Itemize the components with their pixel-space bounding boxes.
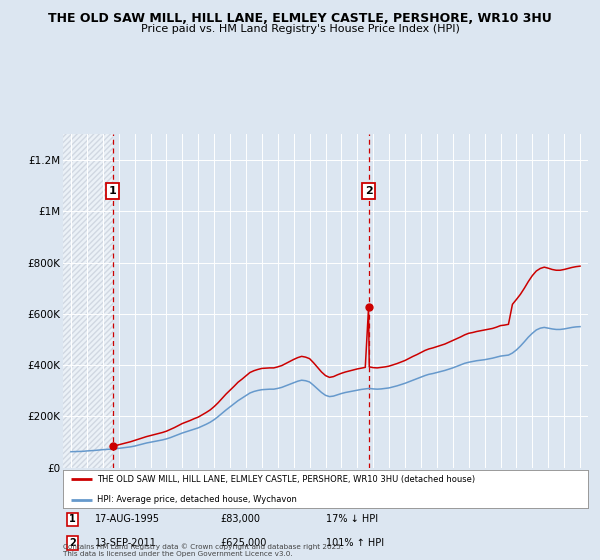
Text: 17-AUG-1995: 17-AUG-1995 bbox=[95, 515, 160, 525]
Text: 13-SEP-2011: 13-SEP-2011 bbox=[95, 538, 157, 548]
Text: £625,000: £625,000 bbox=[221, 538, 267, 548]
Text: 1: 1 bbox=[109, 186, 117, 196]
Text: 17% ↓ HPI: 17% ↓ HPI bbox=[325, 515, 377, 525]
Text: HPI: Average price, detached house, Wychavon: HPI: Average price, detached house, Wych… bbox=[97, 495, 297, 504]
Text: 2: 2 bbox=[70, 538, 76, 548]
Text: 101% ↑ HPI: 101% ↑ HPI bbox=[325, 538, 383, 548]
Text: THE OLD SAW MILL, HILL LANE, ELMLEY CASTLE, PERSHORE, WR10 3HU (detached house): THE OLD SAW MILL, HILL LANE, ELMLEY CAST… bbox=[97, 475, 475, 484]
Text: Contains HM Land Registry data © Crown copyright and database right 2025.
This d: Contains HM Land Registry data © Crown c… bbox=[63, 543, 343, 557]
Text: £83,000: £83,000 bbox=[221, 515, 260, 525]
Text: Price paid vs. HM Land Registry's House Price Index (HPI): Price paid vs. HM Land Registry's House … bbox=[140, 24, 460, 34]
Text: 2: 2 bbox=[365, 186, 373, 196]
Text: THE OLD SAW MILL, HILL LANE, ELMLEY CASTLE, PERSHORE, WR10 3HU: THE OLD SAW MILL, HILL LANE, ELMLEY CAST… bbox=[48, 12, 552, 25]
Text: 1: 1 bbox=[70, 515, 76, 525]
